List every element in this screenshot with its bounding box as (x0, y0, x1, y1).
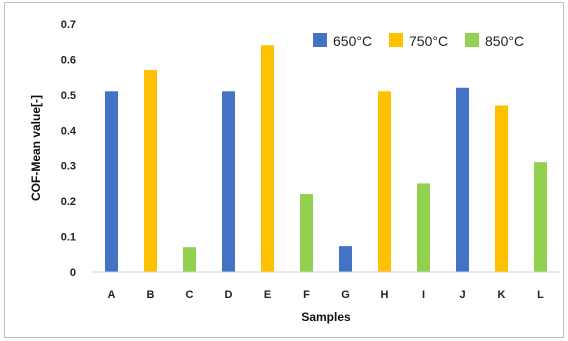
bar-k (495, 105, 508, 272)
legend-label: 750°C (409, 33, 448, 49)
x-tick-label: C (186, 289, 194, 301)
x-tick-label: F (303, 289, 310, 301)
legend-label: 850°C (485, 33, 524, 49)
legend-swatch (313, 33, 327, 47)
bar-j (456, 87, 469, 273)
x-tick-label: A (108, 289, 116, 301)
bar-e (261, 45, 274, 272)
bar-h (378, 91, 391, 272)
legend-label: 650°C (333, 33, 372, 49)
y-axis-label: COF-Mean value[-] (29, 95, 43, 201)
bar-d (222, 91, 235, 272)
bars-group (105, 45, 547, 273)
chart-frame (4, 2, 564, 338)
y-tick-label: 0.3 (61, 161, 76, 173)
y-tick-label: 0.2 (61, 196, 76, 208)
bar-c (183, 247, 196, 272)
y-tick-label: 0.7 (61, 19, 76, 31)
bar-a (105, 91, 118, 272)
x-tick-label: H (381, 289, 389, 301)
y-tick-label: 0.6 (61, 54, 76, 66)
legend-swatch (389, 33, 403, 47)
y-tick-label: 0.1 (61, 232, 76, 244)
y-tick-label: 0 (70, 267, 76, 279)
x-tick-label: E (264, 289, 271, 301)
bar-g (339, 246, 352, 272)
y-tick-labels: 0 0.1 0.2 0.3 0.4 0.5 0.6 0.7 (61, 19, 77, 279)
x-tick-label: I (422, 289, 425, 301)
legend: 650°C 750°C 850°C (313, 33, 524, 49)
bar-i (417, 183, 430, 272)
bar-b (144, 70, 157, 272)
x-tick-label: K (498, 289, 506, 301)
x-tick-labels: A B C D E F G H I J K L (108, 289, 545, 301)
x-tick-label: L (537, 289, 544, 301)
x-tick-label: D (225, 289, 233, 301)
bar-f (300, 194, 313, 272)
y-tick-label: 0.4 (61, 125, 77, 137)
x-axis-label: Samples (301, 310, 351, 324)
y-tick-label: 0.5 (61, 90, 76, 102)
bar-l (534, 162, 547, 272)
legend-swatch (465, 33, 479, 47)
x-tick-label: G (341, 289, 350, 301)
x-tick-label: B (147, 289, 155, 301)
x-tick-label: J (459, 289, 465, 301)
